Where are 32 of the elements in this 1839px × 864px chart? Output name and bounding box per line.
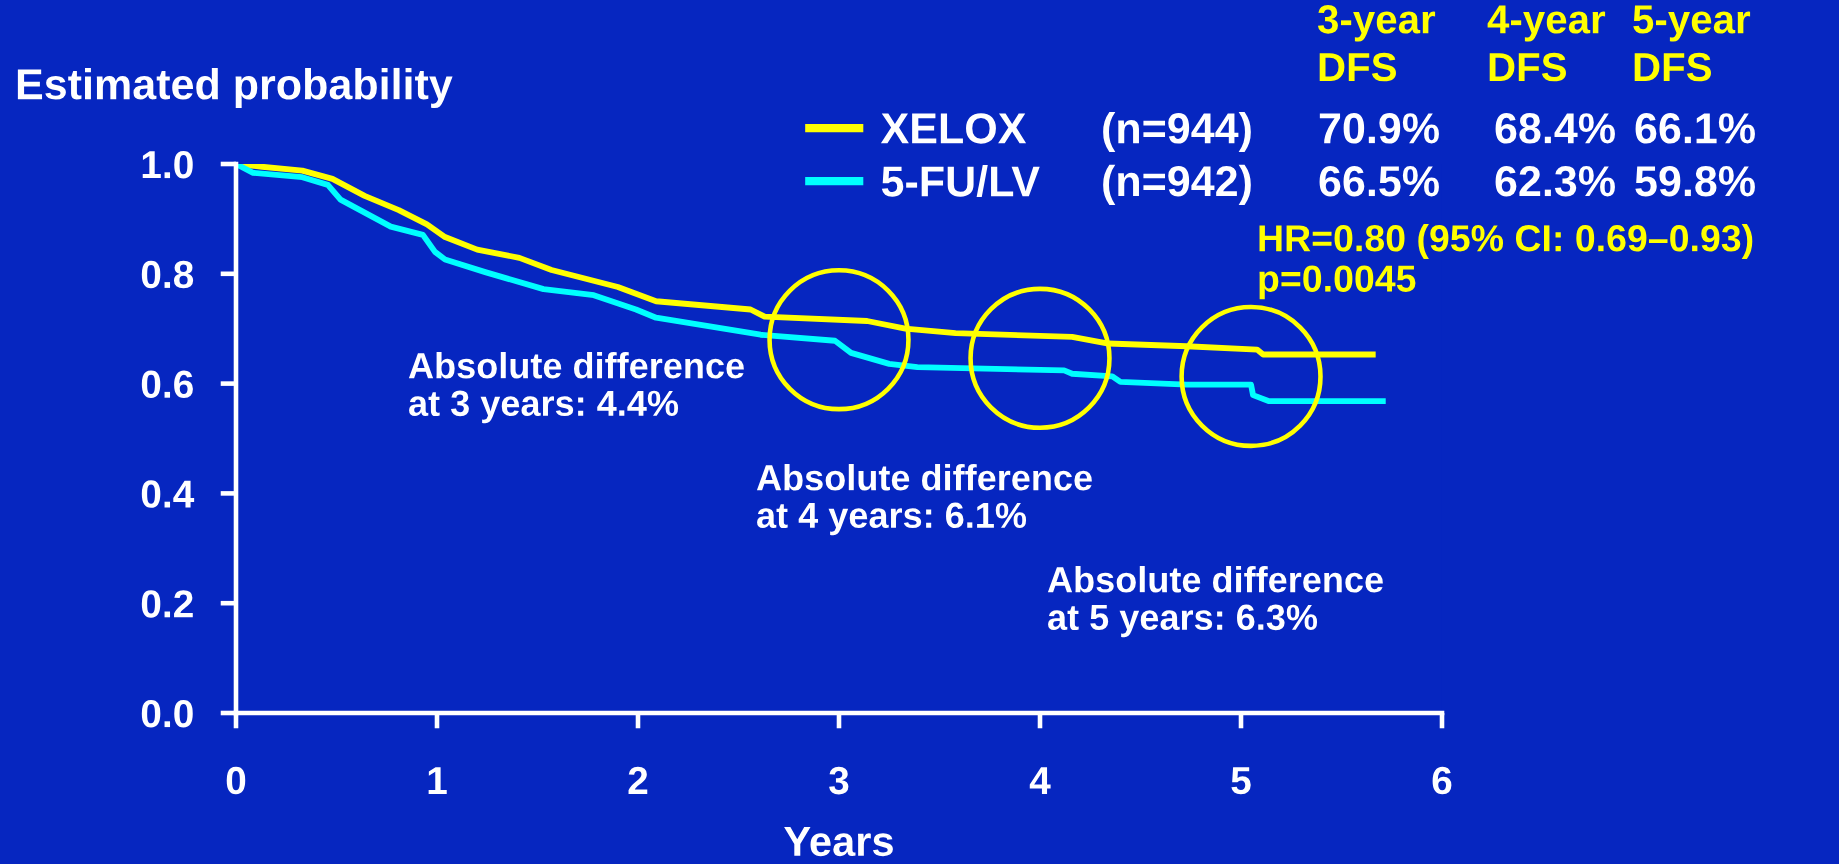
- text: 59.8%: [1635, 165, 1755, 197]
- x-tick-label: 4: [1029, 767, 1051, 794]
- annotation: Absolute difference at 4 years: 6.1%: [756, 464, 1092, 536]
- text: 68.4%: [1495, 113, 1615, 144]
- text: 62.3%: [1495, 165, 1615, 197]
- text: 4-year DFS: [1487, 5, 1606, 82]
- x-tick-label: 0: [226, 766, 246, 795]
- text: 3-year DFS: [1317, 5, 1436, 82]
- legend-label: 5-FU/LV: [881, 165, 1040, 198]
- legend-label: XELOX: [880, 113, 1027, 144]
- annotation: (n=942): [1103, 164, 1251, 205]
- text: 5-year DFS: [1633, 5, 1751, 82]
- x-tick-label: 2: [628, 766, 648, 794]
- y-tick-label: 0.4: [141, 480, 195, 508]
- annotation: 66.5%: [1319, 165, 1439, 197]
- annotation: HR=0.80 (95% CI: 0.69–0.93) p=0.0045: [1259, 224, 1753, 300]
- annotation: Absolute difference at 5 years: 6.3%: [1047, 566, 1383, 638]
- x-tick-label: 1: [428, 767, 447, 794]
- y-tick-label: 0.2: [141, 590, 193, 618]
- y-axis-title: Estimated probability: [17, 67, 453, 109]
- y-tick-label: 0.0: [141, 699, 193, 728]
- y-tick-label: 0.6: [141, 370, 193, 399]
- text: 66.1%: [1635, 113, 1755, 144]
- x-tick-label: 6: [1432, 766, 1452, 795]
- x-axis-title: Years: [784, 827, 893, 857]
- text: (n=944): [1103, 111, 1251, 153]
- x-tick-label: 3: [829, 766, 849, 795]
- annotation: Absolute difference at 3 years: 4.4%: [408, 352, 744, 424]
- text: 70.9%: [1319, 113, 1439, 144]
- y-tick-label: 0.8: [141, 260, 194, 289]
- y-tick-label: 1.0: [142, 150, 193, 179]
- x-tick-label: 5: [1231, 767, 1251, 795]
